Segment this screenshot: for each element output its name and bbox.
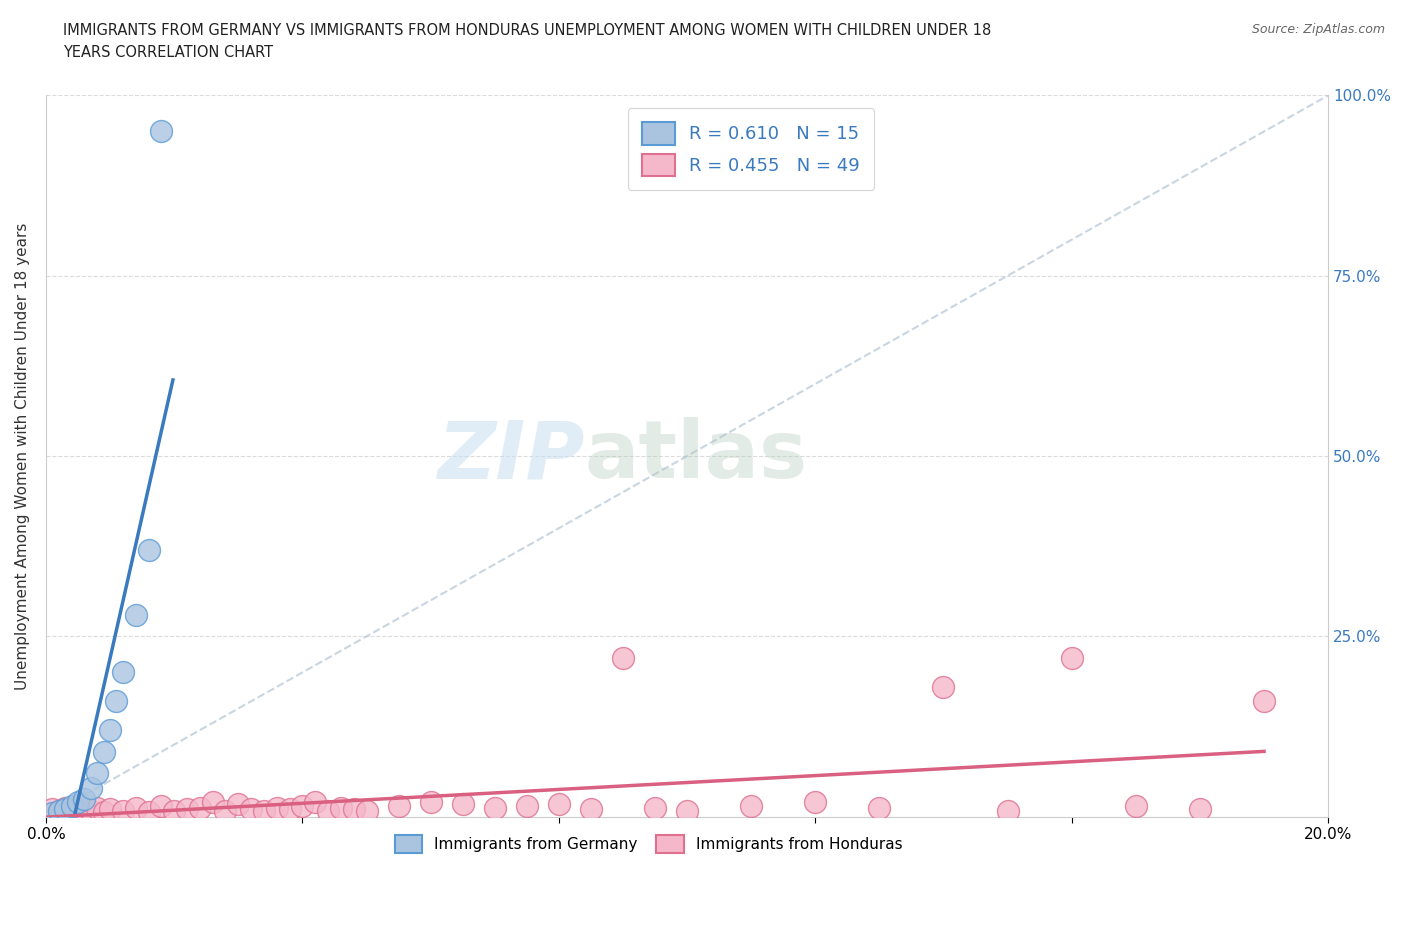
- Point: [612, 651, 634, 666]
- Point: [804, 795, 827, 810]
- Point: [547, 796, 569, 811]
- Text: IMMIGRANTS FROM GERMANY VS IMMIGRANTS FROM HONDURAS UNEMPLOYMENT AMONG WOMEN WIT: IMMIGRANTS FROM GERMANY VS IMMIGRANTS FR…: [63, 23, 991, 60]
- Point: [451, 796, 474, 811]
- Point: [111, 804, 134, 818]
- Point: [516, 799, 538, 814]
- Point: [48, 804, 70, 818]
- Text: atlas: atlas: [585, 417, 807, 495]
- Point: [60, 805, 83, 820]
- Point: [291, 799, 314, 814]
- Point: [86, 801, 108, 816]
- Point: [579, 802, 602, 817]
- Point: [387, 799, 409, 814]
- Point: [73, 802, 96, 817]
- Point: [125, 801, 148, 816]
- Point: [329, 801, 352, 816]
- Point: [1060, 651, 1083, 666]
- Point: [419, 795, 441, 810]
- Point: [868, 801, 890, 816]
- Point: [93, 744, 115, 759]
- Point: [1125, 799, 1147, 814]
- Text: ZIP: ZIP: [437, 417, 585, 495]
- Point: [214, 804, 236, 818]
- Point: [150, 124, 173, 139]
- Point: [226, 796, 249, 811]
- Point: [997, 804, 1019, 818]
- Point: [53, 802, 76, 817]
- Point: [316, 804, 339, 818]
- Point: [105, 694, 128, 709]
- Y-axis label: Unemployment Among Women with Children Under 18 years: Unemployment Among Women with Children U…: [15, 222, 30, 690]
- Point: [80, 804, 103, 818]
- Point: [304, 795, 326, 810]
- Point: [80, 780, 103, 795]
- Point: [138, 805, 160, 820]
- Point: [66, 795, 89, 810]
- Point: [98, 802, 121, 817]
- Point: [343, 802, 366, 817]
- Point: [41, 805, 63, 820]
- Point: [201, 795, 224, 810]
- Point: [163, 804, 186, 818]
- Point: [484, 801, 506, 816]
- Point: [1253, 694, 1275, 709]
- Point: [278, 802, 301, 817]
- Point: [125, 607, 148, 622]
- Point: [253, 804, 276, 818]
- Point: [86, 766, 108, 781]
- Point: [240, 802, 263, 817]
- Point: [66, 799, 89, 814]
- Point: [356, 804, 378, 818]
- Point: [676, 804, 699, 818]
- Point: [73, 791, 96, 806]
- Point: [644, 801, 666, 816]
- Point: [53, 801, 76, 816]
- Point: [98, 723, 121, 737]
- Point: [60, 799, 83, 814]
- Point: [111, 665, 134, 680]
- Point: [1188, 802, 1211, 817]
- Legend: Immigrants from Germany, Immigrants from Honduras: Immigrants from Germany, Immigrants from…: [388, 829, 908, 859]
- Point: [41, 802, 63, 817]
- Point: [48, 804, 70, 818]
- Text: Source: ZipAtlas.com: Source: ZipAtlas.com: [1251, 23, 1385, 36]
- Point: [932, 680, 955, 695]
- Point: [150, 799, 173, 814]
- Point: [266, 801, 288, 816]
- Point: [93, 805, 115, 820]
- Point: [176, 802, 198, 817]
- Point: [138, 542, 160, 557]
- Point: [188, 801, 211, 816]
- Point: [740, 799, 762, 814]
